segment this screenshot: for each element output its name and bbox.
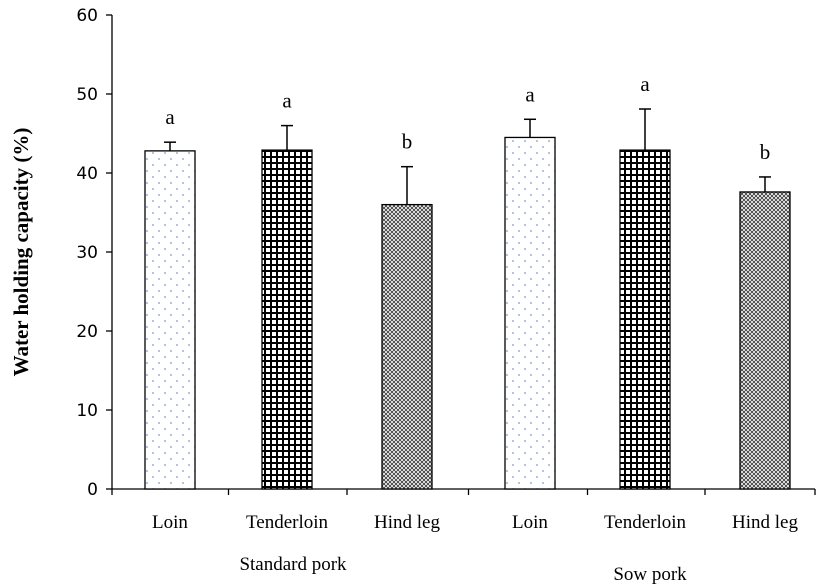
significance-label-6: b [760, 140, 771, 164]
y-tick-label: 60 [76, 6, 98, 26]
category-label-5: Tenderloin [604, 512, 687, 533]
y-tick-label: 0 [87, 480, 98, 500]
category-label-2: Tenderloin [246, 512, 329, 533]
bar-2 [261, 149, 313, 490]
y-axis-title: Water holding capacity (%) [9, 128, 33, 377]
y-tick-label: 30 [76, 243, 98, 263]
significance-label-3: b [402, 130, 413, 154]
bar-6 [739, 191, 791, 490]
y-tick-label: 10 [76, 401, 98, 421]
category-label-3: Hind leg [374, 512, 440, 533]
bar-1 [144, 150, 196, 490]
group-label-1: Standard pork [239, 554, 347, 575]
y-tick-label: 50 [76, 85, 98, 105]
y-tick-label: 40 [76, 164, 98, 184]
significance-label-4: a [525, 82, 535, 106]
category-label-6: Hind leg [732, 512, 798, 533]
category-label-1: Loin [152, 512, 188, 533]
bar-3 [381, 203, 433, 490]
category-label-4: Loin [512, 512, 548, 533]
significance-label-1: a [165, 105, 175, 129]
group-label-2: Sow pork [613, 564, 687, 585]
y-tick-label: 20 [76, 322, 98, 342]
significance-label-5: a [640, 72, 650, 96]
bar-4 [504, 136, 556, 490]
significance-label-2: a [282, 89, 292, 113]
bar-5 [619, 149, 671, 490]
